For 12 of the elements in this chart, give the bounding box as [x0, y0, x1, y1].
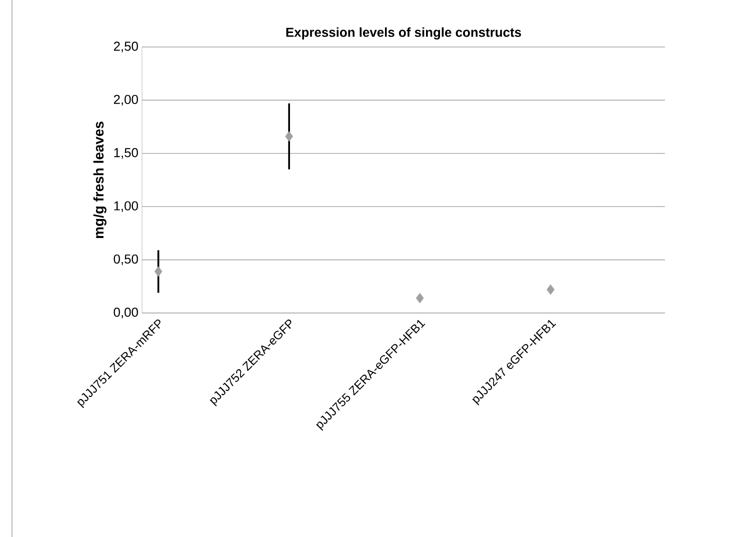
point — [416, 292, 424, 304]
y-tick-label: 0,50 — [114, 254, 138, 266]
y-tick-label: 1,00 — [114, 201, 138, 212]
point — [154, 266, 162, 277]
point — [546, 284, 555, 295]
y-axis-title: mg/g fresh leaves — [93, 122, 106, 238]
y-tick-label: 2,50 — [114, 42, 138, 52]
point — [285, 131, 294, 142]
y-tick-label: 2,00 — [114, 94, 138, 106]
y-tick-label: 1,50 — [114, 148, 138, 159]
chart-title: Expression levels of single constructs — [286, 27, 522, 40]
y-tick-label: 0,00 — [114, 308, 138, 318]
